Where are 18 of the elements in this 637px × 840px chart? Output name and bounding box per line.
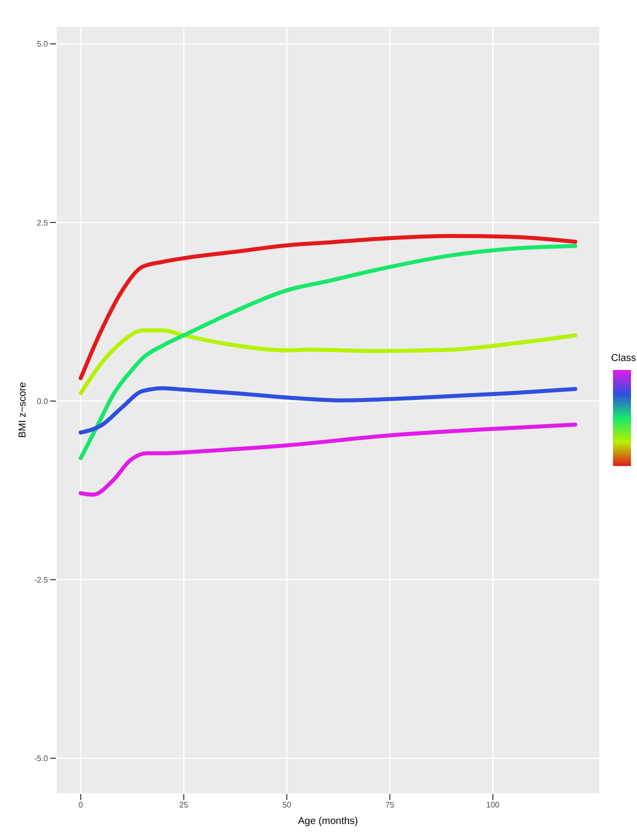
x-tick-label: 0 xyxy=(78,800,84,810)
y-tick-label: -2.5 xyxy=(34,576,49,585)
y-tick-label: -5.0 xyxy=(34,754,49,764)
x-tick-label: 75 xyxy=(385,800,395,810)
y-axis-title: BMI z−score xyxy=(18,382,29,438)
color-bar-title: Class xyxy=(611,353,636,364)
x-tick-label: 25 xyxy=(179,800,189,810)
line-series xyxy=(78,422,578,497)
line-series xyxy=(78,328,578,396)
x-axis-title: Age (months) xyxy=(298,816,358,827)
x-tick-label: 100 xyxy=(486,800,500,810)
y-tick-label: 0.0 xyxy=(36,396,49,406)
line-series xyxy=(78,234,578,380)
y-tick-label: 2.5 xyxy=(36,218,49,228)
y-tick-label: 5.0 xyxy=(36,40,49,49)
line-series xyxy=(78,244,578,460)
x-tick-label: 50 xyxy=(282,800,292,810)
line-series xyxy=(78,386,578,435)
